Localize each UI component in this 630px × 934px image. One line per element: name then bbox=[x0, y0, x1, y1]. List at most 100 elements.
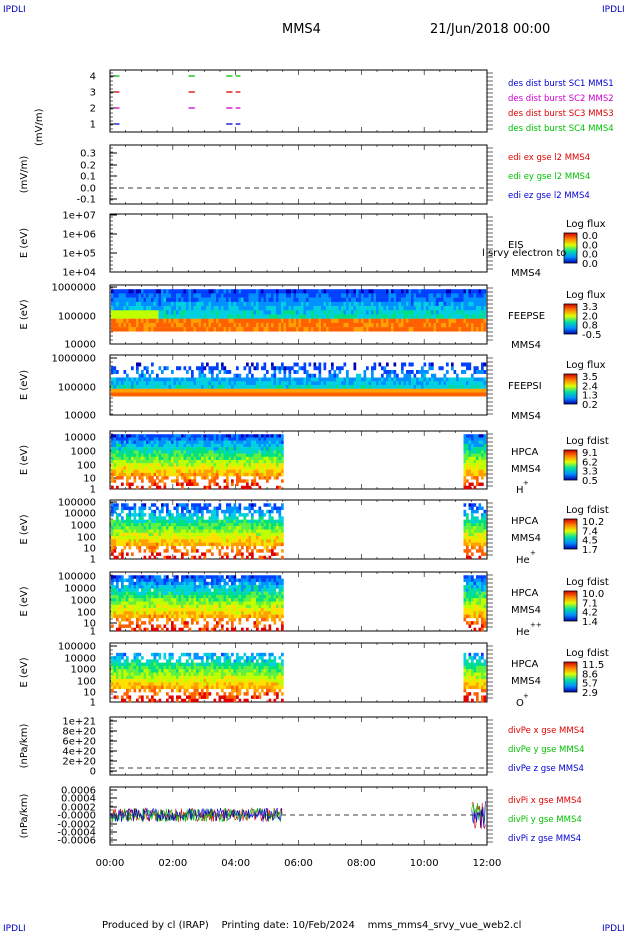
spectrogram-cell bbox=[401, 289, 404, 294]
spectrogram-cell bbox=[151, 526, 154, 530]
spectrogram-cell bbox=[156, 453, 159, 457]
spectrogram-cell bbox=[173, 469, 177, 474]
spectrogram-cell bbox=[126, 385, 129, 389]
spectrogram-cell bbox=[251, 460, 254, 464]
spectrogram-cell bbox=[186, 472, 189, 477]
spectrogram-cell bbox=[226, 434, 229, 438]
spectrogram-cell bbox=[166, 503, 169, 507]
spectrogram-cell bbox=[148, 456, 152, 461]
spectrogram-cell bbox=[203, 306, 207, 311]
spectrogram-cell bbox=[221, 466, 224, 470]
spectrogram-cell bbox=[421, 392, 424, 397]
spectrogram-cell bbox=[198, 301, 202, 307]
spectrogram-cell bbox=[171, 385, 174, 389]
spectrogram-cell bbox=[116, 370, 119, 374]
spectrogram-cell bbox=[133, 526, 137, 530]
spectrogram-cell bbox=[341, 289, 344, 294]
spectrogram-cell bbox=[458, 289, 462, 294]
spectrogram-cell bbox=[196, 437, 199, 441]
colorbar-title: Log fdist bbox=[566, 505, 609, 516]
spectrogram-cell bbox=[463, 306, 467, 311]
spectrogram-cell bbox=[196, 366, 199, 371]
spectrogram-cell bbox=[111, 519, 114, 524]
spectrogram-cell bbox=[326, 385, 329, 389]
spectrogram-cell bbox=[448, 297, 452, 303]
spectrogram-cell bbox=[461, 385, 464, 389]
spectrogram-cell bbox=[351, 322, 354, 328]
spectrogram-cell bbox=[323, 381, 327, 386]
spectrogram-cell bbox=[208, 306, 212, 311]
spectrogram-cell bbox=[231, 388, 234, 393]
spectrogram-cell bbox=[176, 447, 179, 451]
spectrogram-cell bbox=[176, 318, 179, 324]
spectrogram-cell bbox=[136, 293, 139, 298]
spectrogram-cell bbox=[443, 301, 447, 307]
spectrogram-cell bbox=[183, 366, 187, 371]
spectrogram-cell bbox=[253, 388, 257, 393]
spectrogram-cell bbox=[401, 392, 404, 397]
spectrogram-cell bbox=[168, 460, 172, 464]
spectrogram-cell bbox=[468, 381, 472, 386]
spectrogram-cell bbox=[218, 466, 222, 470]
spectrogram-cell bbox=[313, 381, 317, 386]
spectrogram-cell bbox=[216, 447, 219, 451]
spectrogram-cell bbox=[403, 388, 407, 393]
spectrogram-cell bbox=[388, 385, 392, 389]
spectrogram-cell bbox=[133, 516, 137, 520]
spectrogram-cell bbox=[408, 381, 412, 386]
spectrogram-cell bbox=[363, 381, 367, 386]
spectrogram-cell bbox=[136, 297, 139, 303]
spectrogram-cell bbox=[223, 301, 227, 307]
spectrogram-cell bbox=[136, 385, 139, 389]
spectrogram-cell bbox=[368, 297, 372, 303]
spectrogram-cell bbox=[208, 539, 212, 543]
spectrogram-cell bbox=[466, 362, 469, 367]
spectrogram-cell bbox=[213, 526, 217, 530]
spectrogram-cell bbox=[468, 366, 472, 371]
spectrogram-cell bbox=[191, 434, 194, 438]
spectrogram-cell bbox=[198, 532, 202, 537]
spectrogram-cell bbox=[313, 392, 317, 397]
spectrogram-cell bbox=[418, 385, 422, 389]
spectrogram-cell bbox=[221, 522, 224, 527]
spectrogram-cell bbox=[443, 388, 447, 393]
spectrogram-cell bbox=[178, 377, 182, 382]
y-tick-label: 0.1 bbox=[80, 172, 96, 183]
y-tick-label: 100000 bbox=[58, 312, 96, 323]
spectrogram-cell bbox=[251, 381, 254, 386]
spectrogram-cell bbox=[483, 472, 487, 477]
spectrogram-cell bbox=[188, 522, 192, 527]
spectrogram-cell bbox=[273, 472, 277, 477]
spectrogram-cell bbox=[313, 366, 317, 371]
spectrogram-cell bbox=[111, 476, 114, 480]
spectrogram-cell bbox=[158, 301, 162, 307]
spectrogram-cell bbox=[176, 453, 179, 457]
spectrogram-cell bbox=[401, 301, 404, 307]
spectrogram-cell bbox=[336, 388, 339, 393]
spectrogram-cell bbox=[348, 314, 352, 319]
spectrogram-cell bbox=[253, 385, 257, 389]
spectrogram-cell bbox=[196, 526, 199, 530]
spectrogram-cell bbox=[383, 322, 387, 328]
spectrogram-cell bbox=[156, 392, 159, 397]
spectrogram-cell bbox=[151, 479, 154, 483]
spectrogram-cell bbox=[203, 485, 207, 490]
spectrogram-cell bbox=[318, 301, 322, 307]
spectrogram-cell bbox=[396, 322, 399, 328]
spectrogram-cell bbox=[406, 318, 409, 324]
spectrogram-cell bbox=[473, 460, 477, 464]
spectrogram-cell bbox=[261, 443, 264, 448]
spectrogram-cell bbox=[278, 460, 282, 464]
spectrogram-cell bbox=[413, 392, 417, 397]
spectrogram-cell bbox=[373, 293, 377, 298]
spectrogram-cell bbox=[211, 385, 214, 389]
spectrogram-cell bbox=[341, 297, 344, 303]
spectrogram-cell bbox=[233, 297, 237, 303]
spectrogram-cell bbox=[143, 555, 147, 560]
spectrogram-cell bbox=[406, 322, 409, 328]
spectrogram-cell bbox=[478, 466, 482, 470]
spectrogram-cell bbox=[213, 377, 217, 382]
spectrogram-cell bbox=[146, 529, 149, 533]
spectrogram-cell bbox=[331, 381, 334, 386]
spectrogram-cell bbox=[478, 306, 482, 311]
